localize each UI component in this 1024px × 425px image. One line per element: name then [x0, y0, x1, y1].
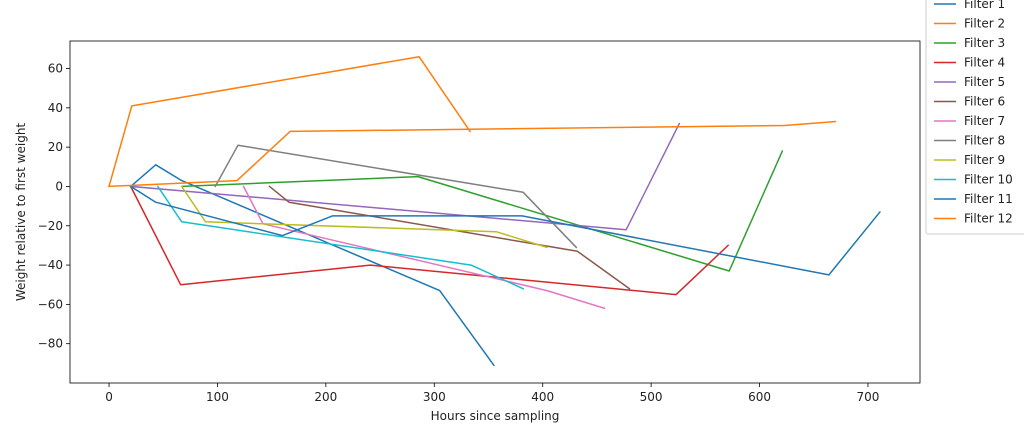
legend-label-filter-1: Filter 1: [964, 0, 1005, 11]
series-line-filter-4: [129, 185, 730, 296]
series-line-filter-12: [108, 120, 837, 188]
x-tick-label: 600: [748, 390, 771, 404]
legend-label-filter-3: Filter 3: [964, 36, 1005, 50]
series-line-filter-2: [108, 55, 472, 188]
legend-label-filter-7: Filter 7: [964, 114, 1005, 128]
x-axis: 0 100 200 300 400 500 600 700: [105, 383, 879, 404]
y-tick-label: −60: [38, 297, 63, 311]
plot-area: [70, 41, 920, 383]
x-tick-label: 0: [105, 390, 113, 404]
legend-label-filter-2: Filter 2: [964, 17, 1005, 31]
series-line-filter-1: [129, 164, 495, 367]
x-tick-label: 100: [206, 390, 229, 404]
legend-label-filter-9: Filter 9: [964, 153, 1005, 167]
legend-label-filter-5: Filter 5: [964, 75, 1005, 89]
series-line-filter-9: [180, 185, 548, 249]
x-axis-label: Hours since sampling: [431, 409, 560, 423]
legend-box: [925, 0, 1024, 235]
legend-label-filter-8: Filter 8: [964, 134, 1005, 148]
y-tick-label: 20: [48, 140, 63, 154]
series-line-filter-5: [129, 122, 681, 231]
series-line-filter-6: [268, 185, 631, 290]
legend-label-filter-6: Filter 6: [964, 95, 1005, 109]
x-tick-label: 300: [423, 390, 446, 404]
x-tick-label: 200: [314, 390, 337, 404]
y-tick-label: −20: [38, 219, 63, 233]
y-tick-label: 40: [48, 101, 63, 115]
y-tick-label: −80: [38, 337, 63, 351]
x-tick-label: 700: [857, 390, 880, 404]
x-tick-label: 400: [531, 390, 554, 404]
legend-label-filter-12: Filter 12: [964, 212, 1013, 226]
x-tick-label: 500: [640, 390, 663, 404]
y-tick-label: 0: [55, 179, 63, 193]
legend-label-filter-11: Filter 11: [964, 192, 1013, 206]
series-line-filter-10: [156, 185, 525, 290]
plot-frame: [69, 40, 921, 384]
series-line-filter-11: [129, 185, 881, 276]
y-tick-label: 60: [48, 62, 63, 76]
legend: Filter 1 Filter 2 Filter 3 Filter 4 Filter 5…: [925, 0, 1024, 235]
series-layer: [108, 55, 881, 367]
y-tick-label: −40: [38, 258, 63, 272]
series-line-filter-3: [182, 150, 784, 272]
series-line-filter-7: [242, 185, 606, 310]
y-axis: −80 −60 −40 −20 0 20 40 60: [38, 62, 70, 351]
legend-label-filter-10: Filter 10: [964, 173, 1013, 187]
y-axis-label: Weight relative to first weight: [14, 123, 28, 302]
legend-label-filter-4: Filter 4: [964, 56, 1005, 70]
series-line-filter-8: [214, 144, 578, 249]
